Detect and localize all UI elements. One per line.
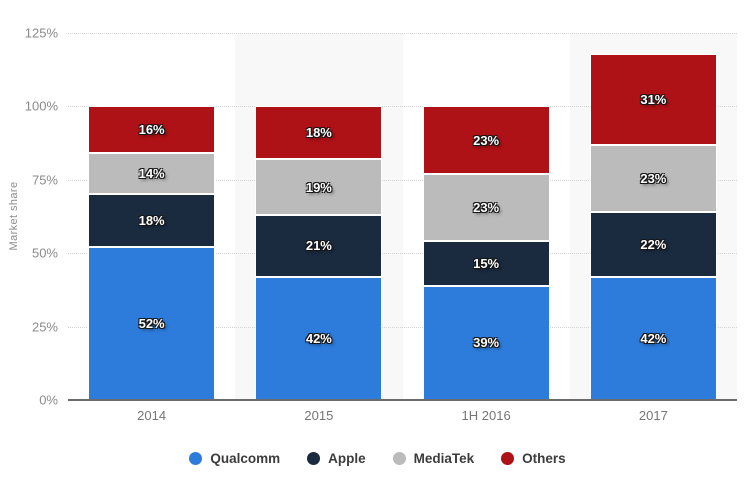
y-tick-50: 50% bbox=[31, 245, 58, 261]
legend-marker-qualcomm-icon bbox=[189, 452, 203, 465]
gridline-25 bbox=[68, 326, 737, 328]
legend-item-mediatek[interactable]: MediaTek bbox=[392, 451, 475, 466]
legend: Qualcomm Apple MediaTek Others bbox=[0, 451, 755, 466]
data-label-mediatek-2015: 19% bbox=[305, 179, 332, 195]
bar-segment-mediatek-2017[interactable]: 23% bbox=[589, 144, 717, 213]
legend-item-others[interactable]: Others bbox=[501, 451, 566, 466]
bar-segment-apple-1h-2016[interactable]: 15% bbox=[422, 241, 550, 286]
bar-segment-qualcomm-1h-2016[interactable]: 39% bbox=[422, 285, 550, 400]
data-label-others-2017: 31% bbox=[640, 91, 667, 107]
bar-segment-others-2015[interactable]: 18% bbox=[255, 106, 383, 160]
bar-segment-qualcomm-2017[interactable]: 42% bbox=[589, 276, 717, 400]
bar-segment-others-2017[interactable]: 31% bbox=[589, 53, 717, 145]
legend-label-apple: Apple bbox=[328, 451, 366, 466]
x-label-1h-2016: 1H 2016 bbox=[461, 408, 511, 423]
x-label-2017: 2017 bbox=[638, 408, 668, 423]
data-label-mediatek-1h-2016: 23% bbox=[473, 200, 500, 216]
bar-segment-apple-2015[interactable]: 21% bbox=[255, 215, 383, 277]
data-label-apple-2015: 21% bbox=[305, 238, 332, 254]
bar-segment-others-1h-2016[interactable]: 23% bbox=[422, 106, 550, 174]
data-label-mediatek-2017: 23% bbox=[640, 170, 667, 186]
data-label-apple-2014: 18% bbox=[138, 213, 165, 229]
data-label-qualcomm-1h-2016: 39% bbox=[473, 335, 500, 351]
data-label-apple-1h-2016: 15% bbox=[473, 255, 500, 271]
gridline-50 bbox=[68, 253, 737, 255]
bar-segment-apple-2017[interactable]: 22% bbox=[589, 212, 717, 277]
data-label-qualcomm-2017: 42% bbox=[640, 330, 667, 346]
x-label-2015: 2015 bbox=[304, 408, 334, 423]
legend-marker-apple-icon bbox=[307, 452, 321, 465]
legend-label-mediatek: MediaTek bbox=[413, 451, 475, 466]
bar-segment-apple-2014[interactable]: 18% bbox=[88, 194, 216, 248]
bar-segment-qualcomm-2014[interactable]: 52% bbox=[88, 247, 216, 400]
legend-label-others: Others bbox=[522, 451, 566, 466]
bar-segment-mediatek-2015[interactable]: 19% bbox=[255, 159, 383, 216]
data-label-qualcomm-2015: 42% bbox=[305, 330, 332, 346]
data-label-mediatek-2014: 14% bbox=[138, 166, 165, 182]
data-label-others-2015: 18% bbox=[305, 125, 332, 141]
bar-segment-mediatek-2014[interactable]: 14% bbox=[88, 153, 216, 195]
y-axis-title: Market share bbox=[8, 181, 20, 251]
x-axis-line bbox=[68, 399, 737, 401]
plot-area: 52% 18% 14% 16% 42% 21% 19% 18% 39% 15% 23% 23% 42% 2… bbox=[68, 33, 737, 401]
bar-segment-qualcomm-2015[interactable]: 42% bbox=[255, 276, 383, 400]
legend-item-apple[interactable]: Apple bbox=[307, 451, 366, 466]
gridline-125 bbox=[68, 33, 737, 34]
y-tick-0: 0% bbox=[39, 392, 58, 408]
gridline-100 bbox=[68, 106, 737, 108]
y-tick-75: 75% bbox=[31, 172, 58, 188]
legend-label-qualcomm: Qualcomm bbox=[210, 451, 281, 466]
y-tick-100: 100% bbox=[24, 98, 58, 114]
bar-segment-others-2014[interactable]: 16% bbox=[88, 106, 216, 154]
y-tick-125: 125% bbox=[24, 25, 58, 41]
legend-marker-others-icon bbox=[501, 452, 515, 465]
gridline-75 bbox=[68, 179, 737, 181]
bar-segment-mediatek-1h-2016[interactable]: 23% bbox=[422, 173, 550, 242]
data-label-others-1h-2016: 23% bbox=[473, 132, 500, 148]
y-tick-25: 25% bbox=[31, 319, 58, 335]
data-label-others-2014: 16% bbox=[138, 122, 165, 138]
data-label-apple-2017: 22% bbox=[640, 236, 667, 252]
data-label-qualcomm-2014: 52% bbox=[138, 316, 165, 332]
legend-marker-mediatek-icon bbox=[392, 452, 406, 465]
x-label-2014: 2014 bbox=[137, 408, 167, 423]
legend-item-qualcomm[interactable]: Qualcomm bbox=[189, 451, 280, 466]
